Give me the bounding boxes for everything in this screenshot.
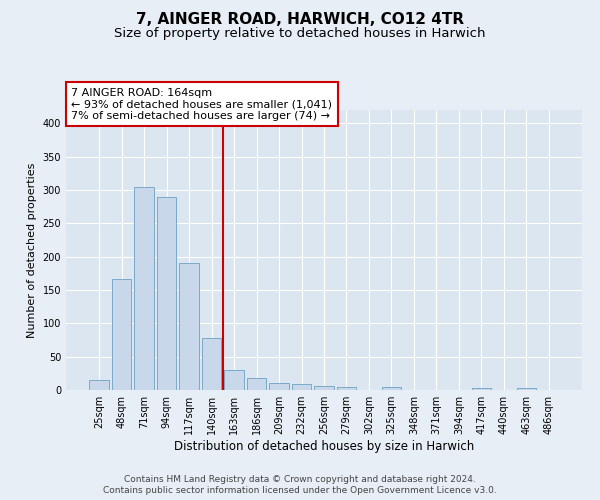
X-axis label: Distribution of detached houses by size in Harwich: Distribution of detached houses by size … (174, 440, 474, 453)
Bar (224, 370, 244, 390)
Bar (112, 278, 131, 390)
Text: Contains public sector information licensed under the Open Government Licence v3: Contains public sector information licen… (103, 486, 497, 495)
Text: Contains HM Land Registry data © Crown copyright and database right 2024.: Contains HM Land Registry data © Crown c… (124, 475, 476, 484)
Bar (269, 384, 289, 390)
Text: 7, AINGER ROAD, HARWICH, CO12 4TR: 7, AINGER ROAD, HARWICH, CO12 4TR (136, 12, 464, 28)
Bar (89, 380, 109, 390)
Bar (382, 386, 401, 390)
Y-axis label: Number of detached properties: Number of detached properties (27, 162, 37, 338)
Text: 7 AINGER ROAD: 164sqm
← 93% of detached houses are smaller (1,041)
7% of semi-de: 7 AINGER ROAD: 164sqm ← 93% of detached … (71, 88, 332, 121)
Bar (157, 196, 176, 390)
Text: Size of property relative to detached houses in Harwich: Size of property relative to detached ho… (114, 28, 486, 40)
Bar (202, 338, 221, 390)
Bar (292, 384, 311, 390)
Bar (314, 386, 334, 390)
Bar (179, 264, 199, 390)
Bar (472, 388, 491, 390)
Bar (337, 386, 356, 390)
Bar (134, 186, 154, 390)
Bar (247, 378, 266, 390)
Bar (517, 388, 536, 390)
